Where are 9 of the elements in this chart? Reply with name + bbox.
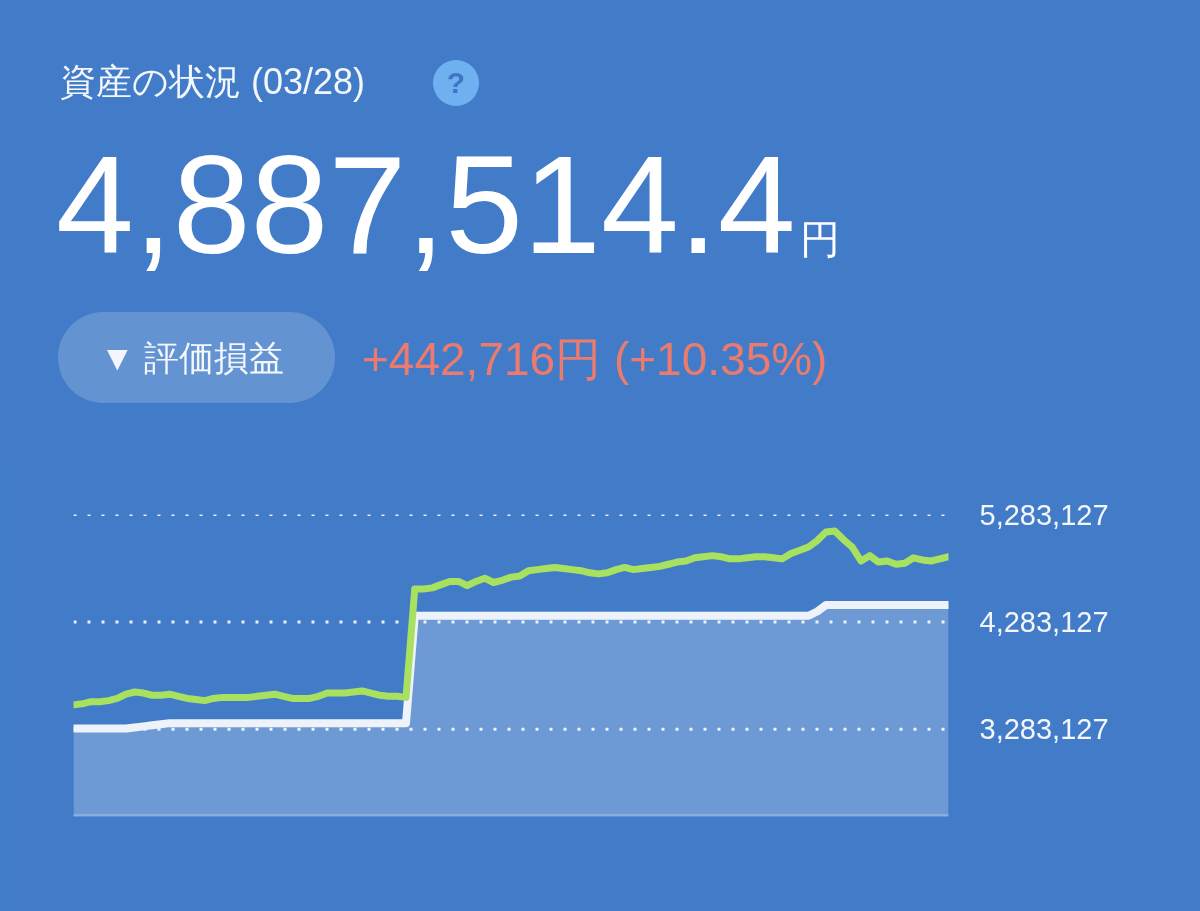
text: ? — [433, 60, 479, 106]
y-tick-label: 4,283,127 — [979, 605, 1109, 638]
text: ▼ 評価損益 — [58, 312, 335, 403]
text: +442,716円 (+10.35%) — [362, 333, 828, 385]
chart-subtitle: 4,887,514.4 — [56, 126, 796, 283]
y-tick-label: 3,283,127 — [979, 713, 1109, 746]
chart-title: 資産の状況 (03/28) — [60, 61, 366, 102]
y-tick-label: 5,283,127 — [979, 498, 1109, 531]
text: 円 — [799, 217, 840, 261]
